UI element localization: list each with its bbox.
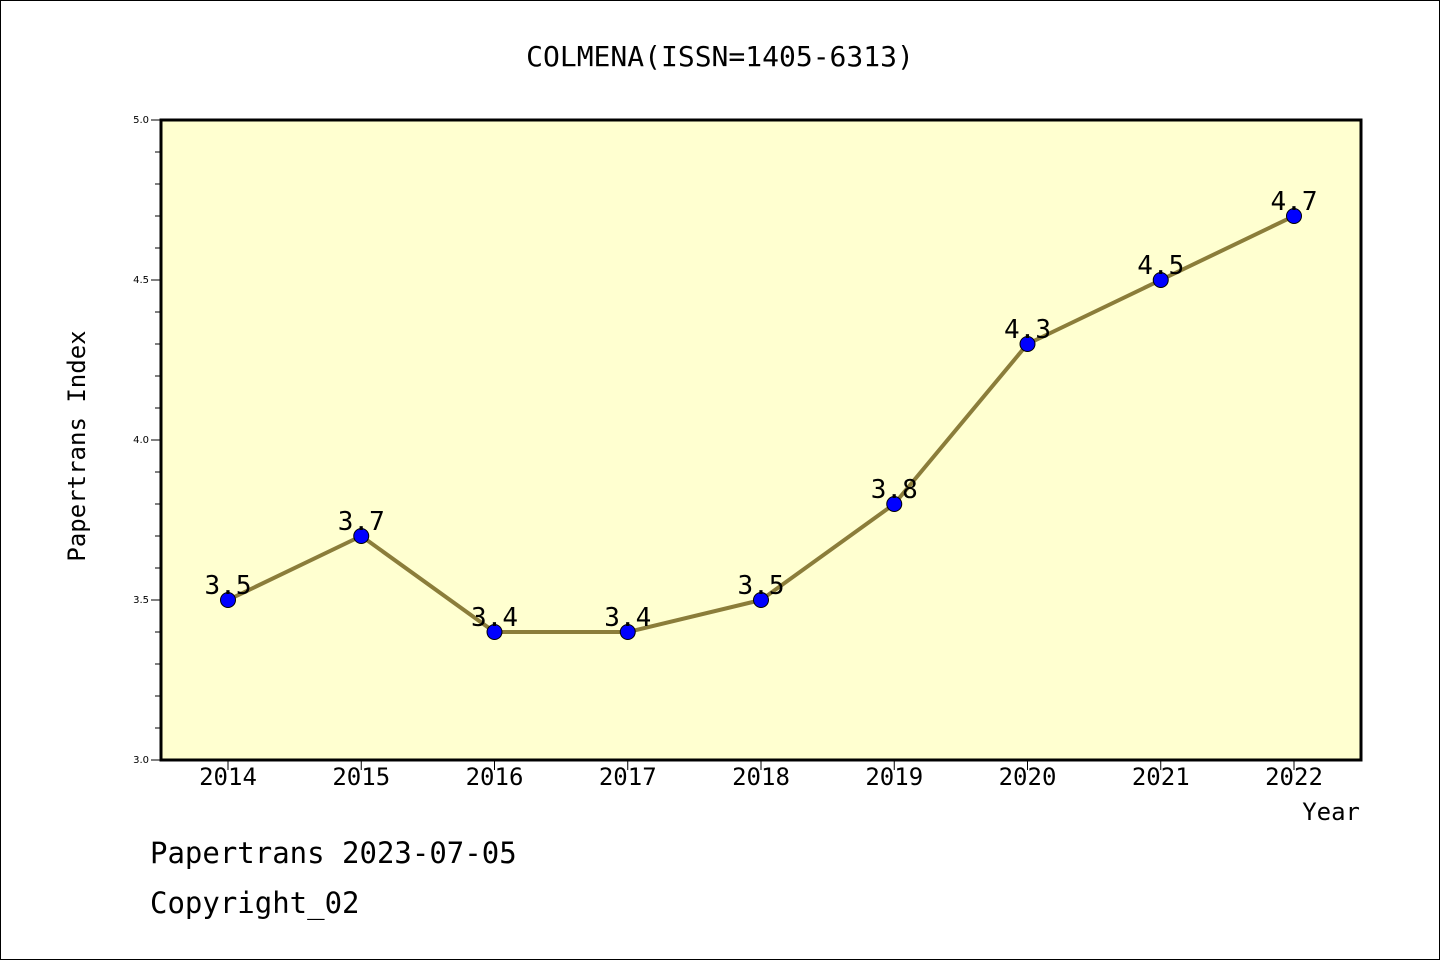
y-tick-label: 3.0 <box>133 755 149 766</box>
y-tick-label: 4.0 <box>133 435 149 446</box>
data-label: 4.3 <box>1004 315 1051 345</box>
data-point <box>1019 336 1036 352</box>
x-tick-label: 2022 <box>1265 763 1323 791</box>
x-tick-label: 2020 <box>999 763 1057 791</box>
footer-copyright: Copyright_02 <box>150 886 360 920</box>
series-markers <box>220 208 1302 640</box>
data-label: 3.8 <box>871 475 918 505</box>
y-axis-tick-labels: 3.0 3.5 4.0 4.5 5.0 <box>133 115 149 766</box>
y-axis-label: Papertrans Index <box>63 330 91 561</box>
chart-title: COLMENA(ISSN=1405-6313) <box>526 40 914 73</box>
data-label: 4.7 <box>1271 187 1318 217</box>
data-point <box>353 528 370 544</box>
data-label: 3.7 <box>338 507 385 537</box>
y-tick-label: 5.0 <box>133 115 149 126</box>
x-axis-ticks <box>227 760 1295 770</box>
x-tick-label: 2019 <box>865 763 923 791</box>
data-point <box>753 592 769 608</box>
data-label: 3.4 <box>604 603 651 633</box>
plot-area <box>161 120 1361 760</box>
footer-date: Papertrans 2023-07-05 <box>150 836 517 870</box>
data-labels: 3.5 3.7 3.4 3.4 3.5 3.8 4.3 4.5 4.7 <box>205 187 1318 633</box>
x-tick-label: 2021 <box>1132 763 1190 791</box>
x-tick-label: 2017 <box>599 763 657 791</box>
y-tick-label: 3.5 <box>133 595 149 606</box>
data-label: 3.5 <box>738 571 785 601</box>
x-tick-label: 2015 <box>332 763 390 791</box>
data-point <box>619 624 636 640</box>
x-axis-tick-labels: 2014 2015 2016 2017 2018 2019 2020 2021 2022 <box>199 763 1323 791</box>
data-point <box>220 592 236 608</box>
data-point <box>1152 272 1169 288</box>
plot-border <box>159 118 1363 762</box>
data-point <box>886 496 903 512</box>
data-point <box>486 624 503 640</box>
x-axis-label: Year <box>1302 798 1360 826</box>
x-tick-label: 2016 <box>466 763 524 791</box>
y-tick-label: 4.5 <box>133 275 149 286</box>
data-label: 3.4 <box>471 603 518 633</box>
x-tick-label: 2014 <box>199 763 257 791</box>
data-label: 4.5 <box>1137 251 1184 281</box>
data-point <box>1286 208 1302 224</box>
x-tick-label: 2018 <box>732 763 790 791</box>
data-label: 3.5 <box>205 571 252 601</box>
